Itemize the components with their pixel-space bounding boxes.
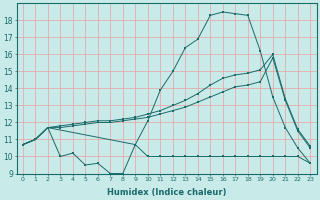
X-axis label: Humidex (Indice chaleur): Humidex (Indice chaleur) — [107, 188, 226, 197]
